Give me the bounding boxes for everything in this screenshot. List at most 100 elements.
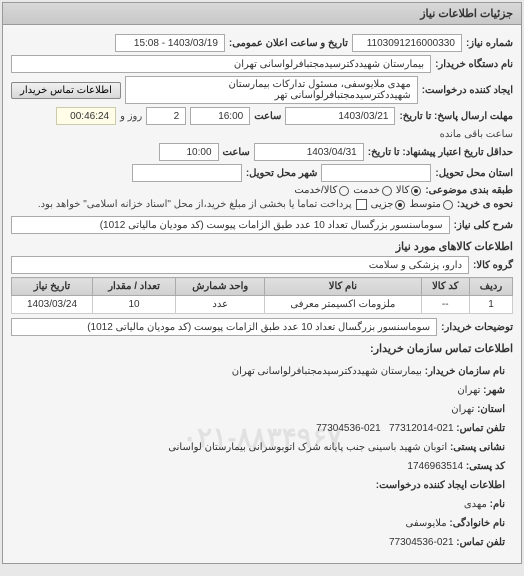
pkg-service-label: خدمت bbox=[353, 185, 380, 196]
cell-qty: 10 bbox=[92, 296, 175, 314]
goods-table: ردیف کد کالا نام کالا واحد شمارش تعداد /… bbox=[11, 277, 513, 314]
pkg-goods-label: کالا bbox=[396, 185, 410, 196]
addr-v: اتوبان شهید باسینی جنب پایانه شرک اتوبوس… bbox=[168, 442, 447, 453]
org-k: نام سازمان خریدار: bbox=[425, 366, 505, 377]
deadline-date: 1403/03/21 bbox=[285, 107, 395, 125]
summary-label: شرح کلی نیاز: bbox=[454, 220, 513, 231]
validity-label: حداقل تاریخ اعتبار پیشنهاد: تا تاریخ: bbox=[368, 147, 513, 158]
goods-title: اطلاعات کالاهای مورد نیاز bbox=[11, 240, 513, 253]
col-name: نام کالا bbox=[265, 278, 421, 296]
row-creator: ایجاد کننده درخواست: مهدی ملایوسفی، مسئو… bbox=[11, 76, 513, 104]
row-validity: حداقل تاریخ اعتبار پیشنهاد: تا تاریخ: 14… bbox=[11, 143, 513, 161]
radio-dot-icon bbox=[382, 186, 392, 196]
tel2-v: 021-77304536 bbox=[316, 423, 381, 434]
row-buytype: نحوه ی خرید: متوسط جزیی پرداخت تماما یا … bbox=[11, 199, 513, 210]
ctel-v: 021-77304536 bbox=[389, 537, 454, 548]
row-location: استان محل تحویل: شهر محل تحویل: bbox=[11, 164, 513, 182]
table-header-row: ردیف کد کالا نام کالا واحد شمارش تعداد /… bbox=[12, 278, 513, 296]
desc-field: سوماسنسور بزرگسال تعداد 10 عدد طبق الزام… bbox=[11, 318, 437, 336]
state-field[interactable] bbox=[321, 164, 431, 182]
creator2-k: اطلاعات ایجاد کننده درخواست: bbox=[376, 480, 505, 491]
bt-partial-label: جزیی bbox=[371, 199, 394, 210]
table-row[interactable]: 1 -- ملزومات اکسیمتر معرفی عدد 10 1403/0… bbox=[12, 296, 513, 314]
prov-v: تهران bbox=[451, 404, 474, 415]
day-word: روز و bbox=[120, 111, 142, 122]
contact-block: ۰۲۱-۸۸۳۴۹۶۷ نام سازمان خریدار: بیمارستان… bbox=[11, 358, 513, 557]
radio-partial[interactable]: جزیی bbox=[371, 199, 406, 210]
radio-dot-icon bbox=[411, 186, 421, 196]
radio-dot-icon bbox=[443, 200, 453, 210]
buytype-label: نحوه ی خرید: bbox=[457, 199, 513, 210]
contact-line: اطلاعات ایجاد کننده درخواست: bbox=[19, 477, 505, 495]
payment-checkbox[interactable] bbox=[356, 199, 367, 210]
row-desc: توضیحات خریدار: سوماسنسور بزرگسال تعداد … bbox=[11, 318, 513, 336]
row-group: گروه کالا: دارو، پزشکی و سلامت bbox=[11, 256, 513, 274]
validity-date: 1403/04/31 bbox=[254, 143, 364, 161]
row-buyer: نام دستگاه خریدار: بیمارستان شهیددکترسید… bbox=[11, 55, 513, 73]
buyer-contact-button[interactable]: اطلاعات تماس خریدار bbox=[11, 82, 121, 99]
col-code: کد کالا bbox=[421, 278, 469, 296]
contact-line: نام خانوادگی: ملایوسفی bbox=[19, 515, 505, 533]
fam-k: نام خانوادگی: bbox=[449, 518, 505, 529]
contact-line: تلفن تماس: 021-77312014 021-77304536 bbox=[19, 420, 505, 438]
post-v: 1746963514 bbox=[407, 461, 463, 472]
radio-goodservice[interactable]: کالا/خدمت bbox=[294, 185, 349, 196]
creator-label: ایجاد کننده درخواست: bbox=[422, 85, 513, 96]
state-label: استان محل تحویل: bbox=[435, 168, 513, 179]
desc-label: توضیحات خریدار: bbox=[441, 322, 513, 333]
addr-k: نشانی پستی: bbox=[450, 442, 505, 453]
name-k: نام: bbox=[490, 499, 505, 510]
row-number: شماره نیاز: 1103091216000330 تاریخ و ساع… bbox=[11, 34, 513, 52]
city-field[interactable] bbox=[132, 164, 242, 182]
cell-date: 1403/03/24 bbox=[12, 296, 93, 314]
group-field: دارو، پزشکی و سلامت bbox=[11, 256, 469, 274]
ctel-k: تلفن تماس: bbox=[456, 537, 505, 548]
cell-n: 1 bbox=[469, 296, 512, 314]
number-field: 1103091216000330 bbox=[352, 34, 462, 52]
cell-name: ملزومات اکسیمتر معرفی bbox=[265, 296, 421, 314]
summary-field: سوماسنسور بزرگسال تعداد 10 عدد طبق الزام… bbox=[11, 216, 450, 234]
buyer-device-label: نام دستگاه خریدار: bbox=[435, 59, 513, 70]
radio-mid[interactable]: متوسط bbox=[409, 199, 452, 210]
deadline-time: 16:00 bbox=[190, 107, 250, 125]
contact-line: استان: تهران bbox=[19, 401, 505, 419]
contact-line: نشانی پستی: اتوبان شهید باسینی جنب پایان… bbox=[19, 439, 505, 457]
cell-unit: عدد bbox=[176, 296, 265, 314]
col-date: تاریخ نیاز bbox=[12, 278, 93, 296]
row-summary: شرح کلی نیاز: سوماسنسور بزرگسال تعداد 10… bbox=[11, 216, 513, 234]
post-k: کد پستی: bbox=[466, 461, 505, 472]
contact-line: شهر: تهران bbox=[19, 382, 505, 400]
city-v: تهران bbox=[457, 385, 480, 396]
bt-mid-label: متوسط bbox=[409, 199, 440, 210]
contact-line: تلفن تماس: 021-77304536 bbox=[19, 534, 505, 552]
radio-dot-icon bbox=[339, 186, 349, 196]
creator-field: مهدی ملایوسفی، مسئول تدارکات بیمارستان ش… bbox=[125, 76, 418, 104]
remaining-label: ساعت باقی مانده bbox=[440, 129, 513, 140]
countdown-days: 2 bbox=[146, 107, 186, 125]
col-unit: واحد شمارش bbox=[176, 278, 265, 296]
detail-panel: جزئیات اطلاعات نیاز شماره نیاز: 11030912… bbox=[2, 2, 522, 564]
announce-field: 1403/03/19 - 15:08 bbox=[115, 34, 225, 52]
col-n: ردیف bbox=[469, 278, 512, 296]
time-label-1: ساعت bbox=[254, 111, 281, 122]
radio-dot-icon bbox=[395, 200, 405, 210]
row-package: طبقه بندی موضوعی: کالا خدمت کالا/خدمت bbox=[11, 185, 513, 196]
pkg-goodservice-label: کالا/خدمت bbox=[294, 185, 337, 196]
row-deadline: مهلت ارسال پاسخ: تا تاریخ: 1403/03/21 سا… bbox=[11, 107, 513, 140]
name-v: مهدی bbox=[464, 499, 487, 510]
city-k: شهر: bbox=[483, 385, 505, 396]
tel1-v: 021-77312014 bbox=[389, 423, 454, 434]
validity-time: 10:00 bbox=[159, 143, 219, 161]
contact-line: نام سازمان خریدار: بیمارستان شهیددکترسید… bbox=[19, 363, 505, 381]
fam-v: ملایوسفی bbox=[406, 518, 447, 529]
panel-body: شماره نیاز: 1103091216000330 تاریخ و ساع… bbox=[3, 25, 521, 563]
contact-line: نام: مهدی bbox=[19, 496, 505, 514]
radio-service[interactable]: خدمت bbox=[353, 185, 392, 196]
announce-label: تاریخ و ساعت اعلان عمومی: bbox=[229, 38, 348, 49]
org-v: بیمارستان شهیددکترسیدمجتبافرلواسانی تهرا… bbox=[232, 366, 422, 377]
radio-goods[interactable]: کالا bbox=[396, 185, 422, 196]
col-qty: تعداد / مقدار bbox=[92, 278, 175, 296]
number-label: شماره نیاز: bbox=[466, 38, 513, 49]
buyer-device-field: بیمارستان شهیددکترسیدمجتبافرلواسانی تهرا… bbox=[11, 55, 431, 73]
contact-title: اطلاعات تماس سازمان خریدار: bbox=[11, 342, 513, 355]
